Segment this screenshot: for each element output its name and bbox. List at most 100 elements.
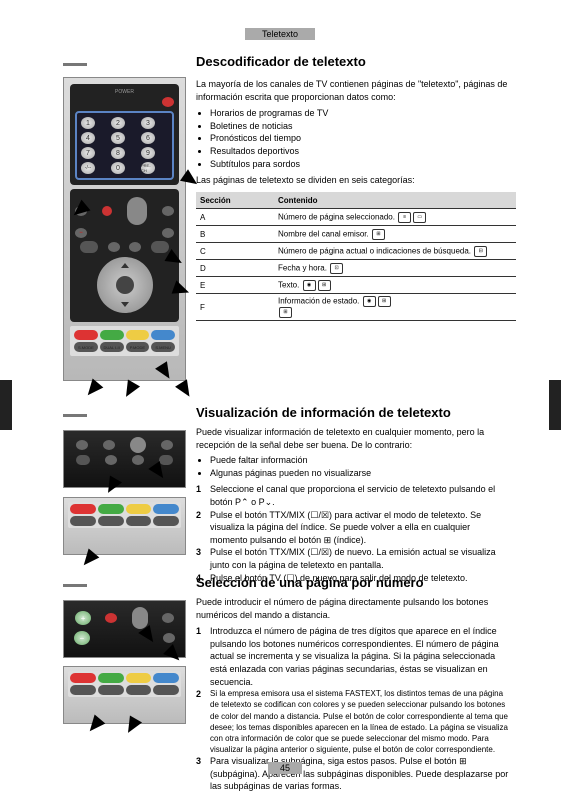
btn-menu [162, 206, 174, 216]
mini-row: − [68, 631, 181, 645]
mini-yellow [126, 504, 152, 514]
cell: Número de página actual o indicaciones d… [274, 244, 516, 259]
table-row: BNombre del canal emisor. ⊞ [196, 226, 516, 243]
num-dash: -/-- [81, 162, 95, 174]
cell-text: Texto. [278, 280, 299, 289]
num-5: 5 [111, 132, 125, 144]
cell: Número de página seleccionado. ≡▭ [274, 210, 516, 225]
accent-bar-1 [63, 63, 87, 66]
bullet: Resultados deportivos [210, 145, 516, 158]
table-row: FInformación de estado. ◉⊞⊞ [196, 294, 516, 321]
dpad [97, 257, 153, 313]
numpad: 1 2 3 4 5 6 7 8 9 -/-- 0 PRE-CH [75, 111, 174, 180]
mini-blk [153, 516, 179, 526]
icon-inline: ⊞ [279, 307, 292, 318]
num-3: 3 [141, 117, 155, 129]
step-num: 3 [196, 546, 210, 559]
num-6: 6 [141, 132, 155, 144]
cell: F [196, 301, 274, 314]
side-tab-right [549, 380, 561, 430]
cell: Información de estado. ◉⊞⊞ [274, 294, 516, 320]
mini-blue [153, 673, 179, 683]
remote-lower-panel: S.MODE DUAL I-II P.MODE S.MENU [70, 326, 179, 356]
header-content: Contenido [274, 194, 516, 207]
step-num: 2 [196, 688, 210, 701]
cell: Texto. ◉⊞ [274, 278, 516, 293]
mini-btn [105, 455, 117, 465]
num-1: 1 [81, 117, 95, 129]
mini-row [68, 437, 181, 453]
mini-rocker [130, 437, 146, 453]
mini-green [98, 673, 124, 683]
pmode-button: P.MODE [126, 342, 150, 352]
num-4: 4 [81, 132, 95, 144]
cell-text: Número de página seleccionado. [278, 212, 395, 221]
btn-exit [151, 241, 169, 253]
bullet: Horarios de programas de TV [210, 107, 516, 120]
btn-vol-down: − [75, 228, 87, 238]
mute-button [105, 613, 117, 623]
icon-inline: ◉ [363, 296, 376, 307]
step: 3Para visualizar la subpágina, siga esto… [196, 755, 516, 793]
color-red-button [74, 330, 98, 340]
bullet: Puede faltar información [210, 454, 516, 467]
power-button [162, 97, 174, 107]
color-yellow-button [126, 330, 150, 340]
cell: E [196, 279, 274, 292]
step: 1Introduzca el número de página de tres … [196, 625, 516, 688]
bullet: Algunas páginas pueden no visualizarse [210, 467, 516, 480]
step-text: Si la empresa emisora usa el sistema FAS… [210, 688, 510, 755]
step-text: Pulse el botón TTX/MIX (☐/☒) de nuevo. L… [210, 546, 510, 571]
cell-text: Fecha y hora. [278, 263, 327, 272]
ctrl-row: + [75, 197, 174, 225]
mini-remote-2a [63, 430, 186, 488]
color-blue-button [151, 330, 175, 340]
icon-inline: ⊞ [372, 229, 385, 240]
icon-inline: ⊟ [474, 246, 487, 257]
cell: B [196, 228, 274, 241]
cell: A [196, 211, 274, 224]
vol-minus-button: − [74, 631, 90, 645]
table-row: CNúmero de página actual o indicaciones … [196, 243, 516, 260]
step: 2Si la empresa emisora usa el sistema FA… [196, 688, 516, 755]
mini-blk [153, 685, 179, 695]
side-tab-left [0, 380, 12, 430]
num-0: 0 [111, 162, 125, 174]
section3-body: Puede introducir el número de página dir… [196, 596, 516, 793]
btn-pip [162, 228, 174, 238]
mini-blue [153, 504, 179, 514]
vol-plus-button: + [75, 611, 91, 625]
icon-inline: ⊞ [318, 280, 331, 291]
cell: C [196, 245, 274, 258]
mini-remote-2b [63, 497, 186, 555]
cell: D [196, 262, 274, 275]
mini-row: + [68, 607, 181, 629]
section1-intro: La mayoría de los canales de TV contiene… [196, 78, 516, 187]
btn-tv [80, 241, 98, 253]
category-table: Sección Contenido ANúmero de página sele… [196, 192, 516, 321]
section1-title: Descodificador de teletexto [196, 54, 366, 69]
ctrl-row [75, 241, 174, 253]
mini-btn [162, 613, 174, 623]
step: 3Pulse el botón TTX/MIX (☐/☒) de nuevo. … [196, 546, 516, 571]
step: 2Pulse el botón TTX/MIX (☐/☒) para activ… [196, 509, 516, 547]
dual-button: DUAL I-II [100, 342, 124, 352]
accent-bar-2 [63, 414, 87, 417]
step-text: Para visualizar la subpágina, siga estos… [210, 755, 510, 793]
table-row: ANúmero de página seleccionado. ≡▭ [196, 209, 516, 226]
bullet: Boletines de noticias [210, 120, 516, 133]
section2-intro: Puede visualizar información de teletext… [196, 427, 484, 450]
callout-arrow [82, 379, 103, 400]
bullet: Subtítulos para sordos [210, 158, 516, 171]
mini-rocker [132, 607, 148, 629]
section1-intro-text: La mayoría de los canales de TV contiene… [196, 79, 507, 102]
mini-tv [76, 455, 90, 465]
bullet: Pronósticos del tiempo [210, 132, 516, 145]
mini-red [70, 504, 96, 514]
btn-mute [102, 206, 112, 216]
mini-btn [76, 440, 88, 450]
icon-inline: ◉ [303, 280, 316, 291]
dpad-up-icon [121, 263, 129, 268]
step: 1Seleccione el canal que proporciona el … [196, 483, 516, 508]
section3-title: Selección de una página por número [196, 575, 424, 590]
